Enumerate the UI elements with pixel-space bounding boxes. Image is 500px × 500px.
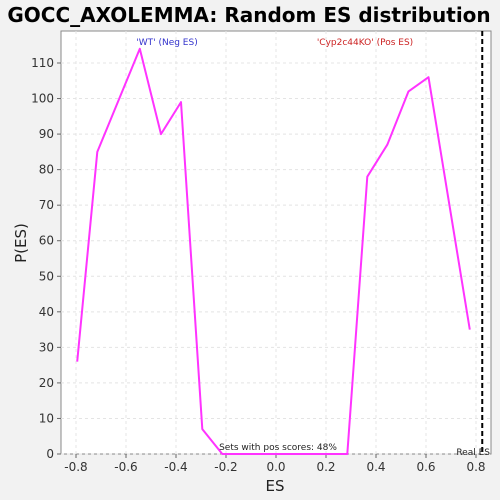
- y-tick-label: 50: [39, 269, 54, 283]
- x-tick-label: 0.0: [266, 460, 285, 474]
- y-tick-label: 80: [39, 163, 54, 177]
- y-tick-label: 90: [39, 127, 54, 141]
- neg-es-label: 'WT' (Neg ES): [136, 38, 197, 48]
- y-tick-label: 0: [46, 447, 54, 461]
- y-tick-label: 20: [39, 376, 54, 390]
- x-tick-label: -0.4: [164, 460, 187, 474]
- pos-scores-label: Sets with pos scores: 48%: [219, 443, 337, 453]
- axes: 0 10 20 30 40 50 60 70 80 90 100 110 -0.8 -0.6 -0.4 -0.…: [31, 56, 485, 474]
- x-tick-label: -0.8: [64, 460, 87, 474]
- x-tick-label: 0.6: [416, 460, 435, 474]
- y-axis-label: P(ES): [12, 223, 30, 263]
- es-distribution-line: [76, 47, 471, 455]
- y-tick-label: 40: [39, 305, 54, 319]
- x-tick-label: -0.2: [214, 460, 237, 474]
- pos-es-label: 'Cyp2c44KO' (Pos ES): [317, 38, 413, 48]
- series: [76, 47, 471, 455]
- grid: [61, 31, 491, 455]
- y-tick-label: 110: [31, 56, 54, 70]
- x-tick-label: 0.2: [316, 460, 335, 474]
- x-axis-label: ES: [266, 477, 285, 495]
- x-tick-label: 0.8: [466, 460, 485, 474]
- x-tick-label: 0.4: [366, 460, 385, 474]
- x-tick-label: -0.6: [114, 460, 137, 474]
- real-es-label: Real ES: [456, 448, 490, 458]
- y-tick-label: 30: [39, 340, 54, 354]
- y-tick-label: 10: [39, 411, 54, 425]
- y-tick-label: 60: [39, 234, 54, 248]
- y-tick-label: 100: [31, 92, 54, 106]
- y-tick-label: 70: [39, 198, 54, 212]
- chart-title: GOCC_AXOLEMMA: Random ES distribution: [7, 3, 490, 27]
